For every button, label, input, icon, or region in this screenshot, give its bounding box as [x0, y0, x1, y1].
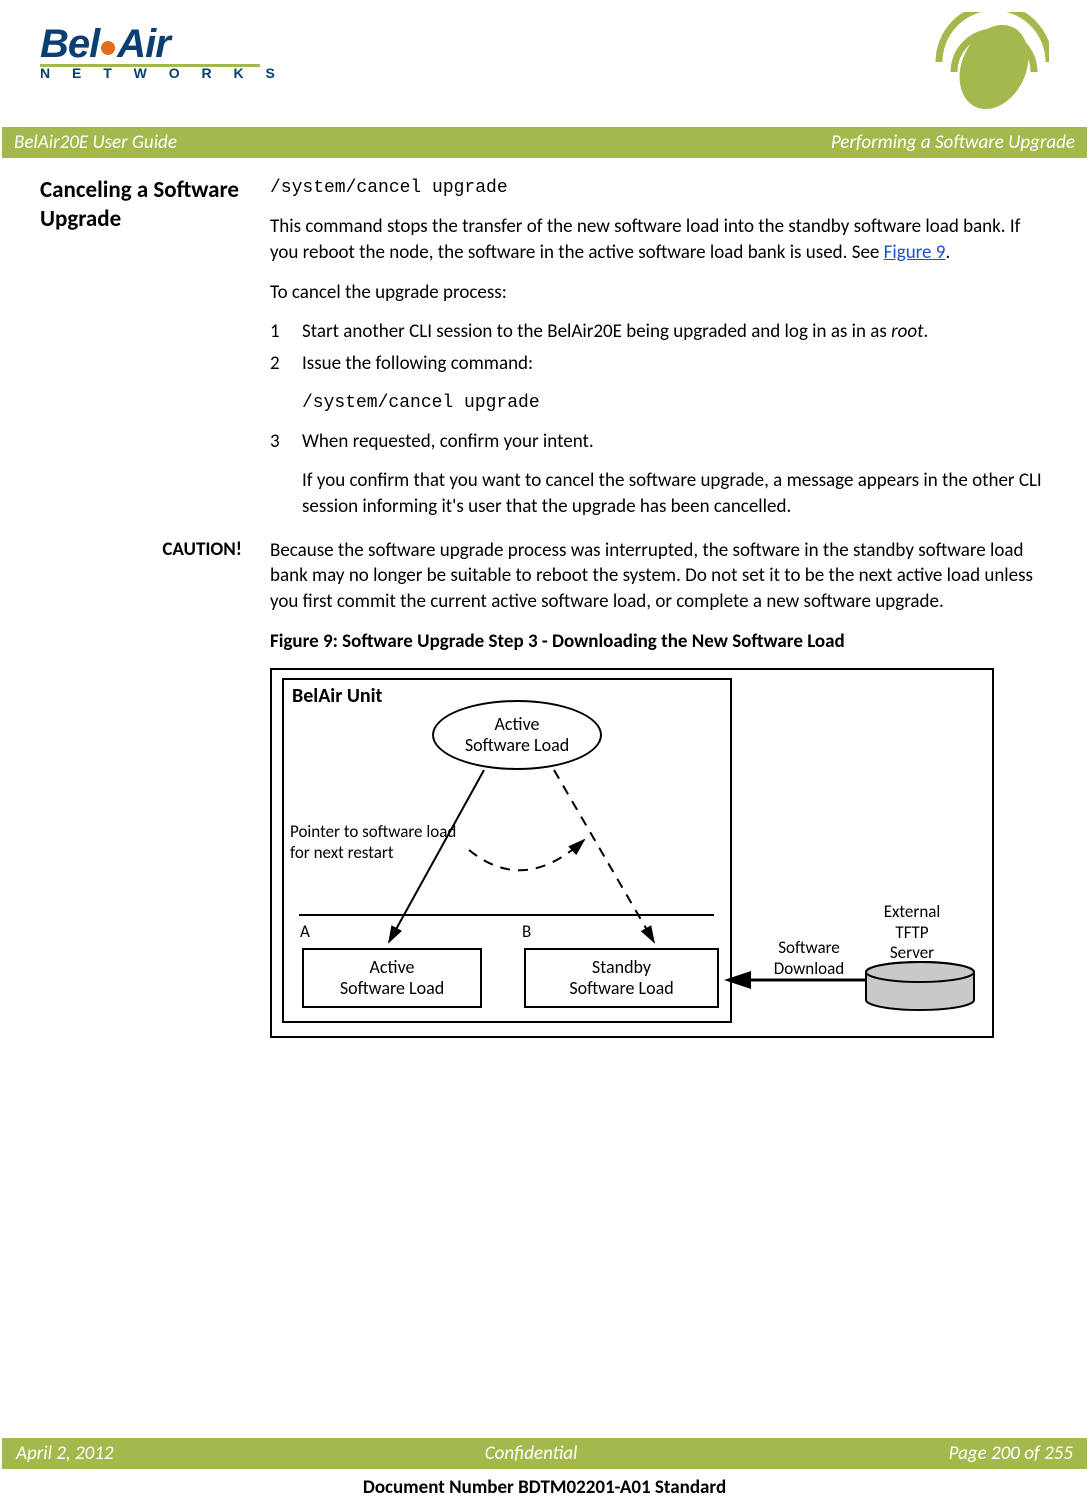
- chapter-title: Performing a Software Upgrade: [831, 131, 1075, 154]
- active-load-box: Active Software Load: [302, 948, 482, 1008]
- logo-text-a: Bel: [40, 22, 99, 66]
- wifi-leaf-icon: [929, 12, 1049, 118]
- list-item: 1 Start another CLI session to the BelAi…: [270, 319, 1049, 345]
- step2-command: /system/cancel upgrade: [302, 391, 1049, 415]
- logo-subtext: N E T W O R K S: [40, 65, 284, 81]
- footer-band: April 2, 2012 Confidential Page 200 of 2…: [2, 1438, 1087, 1469]
- step3-sub: If you confirm that you want to cancel t…: [302, 468, 1049, 519]
- footer-page: Page 200 of 255: [949, 1442, 1073, 1465]
- figure-9-diagram: BelAir Unit Active Software Load Pointer…: [270, 668, 994, 1038]
- intro-paragraph: This command stops the transfer of the n…: [270, 214, 1049, 265]
- logo-text-b: Air: [117, 22, 170, 66]
- list-item: 3 When requested, confirm your intent.: [270, 429, 1049, 455]
- steps-list: 1 Start another CLI session to the BelAi…: [270, 319, 1049, 376]
- document-number: Document Number BDTM02201-A01 Standard: [0, 1476, 1089, 1499]
- footer-confidential: Confidential: [485, 1442, 578, 1465]
- caution-label: CAUTION!: [40, 538, 270, 1039]
- label-b: B: [522, 922, 531, 942]
- figure-9-link[interactable]: Figure 9: [884, 241, 946, 264]
- standby-load-box: Standby Software Load: [524, 948, 719, 1008]
- caution-text: Because the software upgrade process was…: [270, 538, 1049, 615]
- tftp-label: External TFTP Server: [872, 902, 952, 963]
- command-text: /system/cancel upgrade: [270, 176, 1049, 200]
- label-a: A: [300, 922, 310, 942]
- steps-list-cont: 3 When requested, confirm your intent.: [270, 429, 1049, 455]
- logo: Bel Air N E T W O R K S: [40, 22, 284, 81]
- title-band: BelAir20E User Guide Performing a Softwa…: [2, 127, 1087, 158]
- lead-in: To cancel the upgrade process:: [270, 280, 1049, 306]
- tftp-server-icon: [860, 960, 980, 1015]
- section-heading: Canceling a Software Upgrade: [40, 176, 270, 534]
- figure-title: Figure 9: Software Upgrade Step 3 - Down…: [270, 629, 1049, 655]
- footer-date: April 2, 2012: [16, 1442, 113, 1465]
- guide-title: BelAir20E User Guide: [14, 131, 177, 154]
- list-item: 2 Issue the following command:: [270, 351, 1049, 377]
- page-header: Bel Air N E T W O R K S: [40, 12, 1049, 127]
